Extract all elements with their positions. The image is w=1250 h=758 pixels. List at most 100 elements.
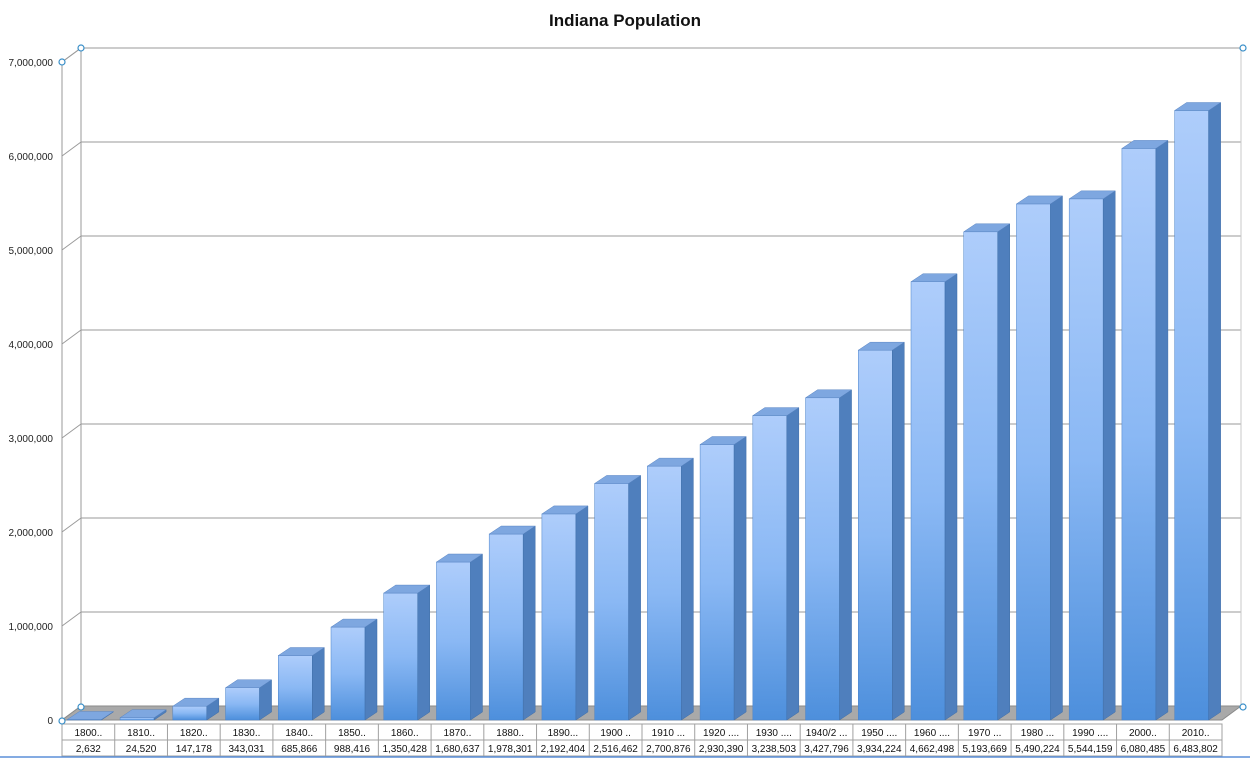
y-axis: 0 1,000,000 2,000,000 3,000,000 4,000,000 5,0… [9,58,63,727]
bar-side [944,273,958,721]
resize-handle[interactable] [58,717,66,725]
bar-side [312,647,325,721]
value-label: 6,483,802 [1173,744,1218,755]
bar [910,273,958,721]
bar-front [1068,198,1104,721]
category-label: 1810.. [127,728,155,739]
category-label: 1860.. [391,728,419,739]
gridline-side [61,235,82,251]
bar [962,223,1011,721]
bar-side [997,223,1010,721]
bar-side [786,407,800,721]
bar-front [278,655,313,721]
bar [857,341,906,721]
bar-top [910,273,958,282]
value-label: 2,192,404 [541,744,586,755]
selection-handles[interactable] [58,44,1247,725]
bar-top [1015,195,1064,205]
gridline-side [61,329,82,345]
category-label: 1800.. [74,728,102,739]
category-label: 1910 ... [652,728,685,739]
value-label: 2,700,876 [646,744,691,755]
bar-side [1050,195,1063,721]
bar [382,584,431,721]
bar-top [646,457,695,467]
value-label: 3,427,796 [804,744,849,755]
category-label: 1980 ... [1021,728,1054,739]
y-tick-label: 0 [47,716,53,727]
value-label: 1,978,301 [488,744,533,755]
bar [699,436,747,721]
category-label: 1950 .... [861,728,897,739]
bar-side [417,584,430,721]
bar-front [1174,110,1209,721]
bar [488,525,537,721]
value-label: 3,238,503 [752,744,797,755]
bar-front [1016,203,1051,721]
y-tick-label: 7,000,000 [9,58,54,69]
category-label: 1870.. [444,728,472,739]
bar [1173,102,1222,721]
bar [171,697,220,721]
value-label: 3,934,224 [857,744,902,755]
resize-handle[interactable] [77,44,85,52]
bars [66,102,1222,721]
bar [66,711,115,721]
bar-top [1173,102,1222,111]
bar-top [1068,190,1117,200]
bar-side [522,525,536,721]
value-label: 2,516,462 [593,744,638,755]
value-label: 685,866 [281,744,318,755]
resize-handle[interactable] [77,703,85,711]
bar-front [699,444,735,721]
y-tick-label: 4,000,000 [9,340,54,351]
resize-handle[interactable] [1239,44,1247,52]
value-label: 988,416 [334,744,371,755]
gridline-side [61,141,82,157]
y-tick-label: 3,000,000 [9,434,54,445]
bar-front [647,465,682,721]
resize-handle[interactable] [58,58,66,66]
category-label: 1940/2 ... [806,728,848,739]
bar-top [66,711,115,720]
category-label: 1990 .... [1072,728,1108,739]
data-table: 1800.. 2,632 1810.. 24,520 1820.. 147,178 1830… [0,723,1250,758]
category-label: 1850.. [338,728,366,739]
bar-top [119,709,167,718]
bar-top [804,389,853,399]
bar [751,407,800,721]
y-tick-label: 2,000,000 [9,528,54,539]
category-label: 1880.. [496,728,524,739]
bar-top [382,584,431,594]
value-label: 343,031 [228,744,265,755]
bar [593,474,642,721]
bar-top [330,618,378,628]
bar-top [699,436,747,445]
bar-front [805,397,840,721]
bar-front [330,626,366,721]
bar [435,553,484,721]
bar-side [628,474,641,721]
resize-handle[interactable] [1239,703,1247,711]
bar-top [593,475,642,484]
bar-top [171,697,220,707]
bar-front [225,687,260,721]
value-label: 1,350,428 [382,744,427,755]
gridline-side [61,517,82,533]
bar [541,505,589,721]
value-label: 4,662,498 [910,744,955,755]
bar-side [575,505,589,721]
bar-top [541,505,589,515]
category-label: 1840.. [285,728,313,739]
bar-front [541,513,577,721]
category-label: 1970 ... [968,728,1001,739]
category-label: 1830.. [233,728,261,739]
bar-front [383,592,418,721]
bar [224,679,273,721]
bar-front [1121,148,1157,721]
bar [119,709,167,721]
bar [804,389,853,721]
bar-side [1155,139,1169,721]
bar-side [364,618,378,721]
